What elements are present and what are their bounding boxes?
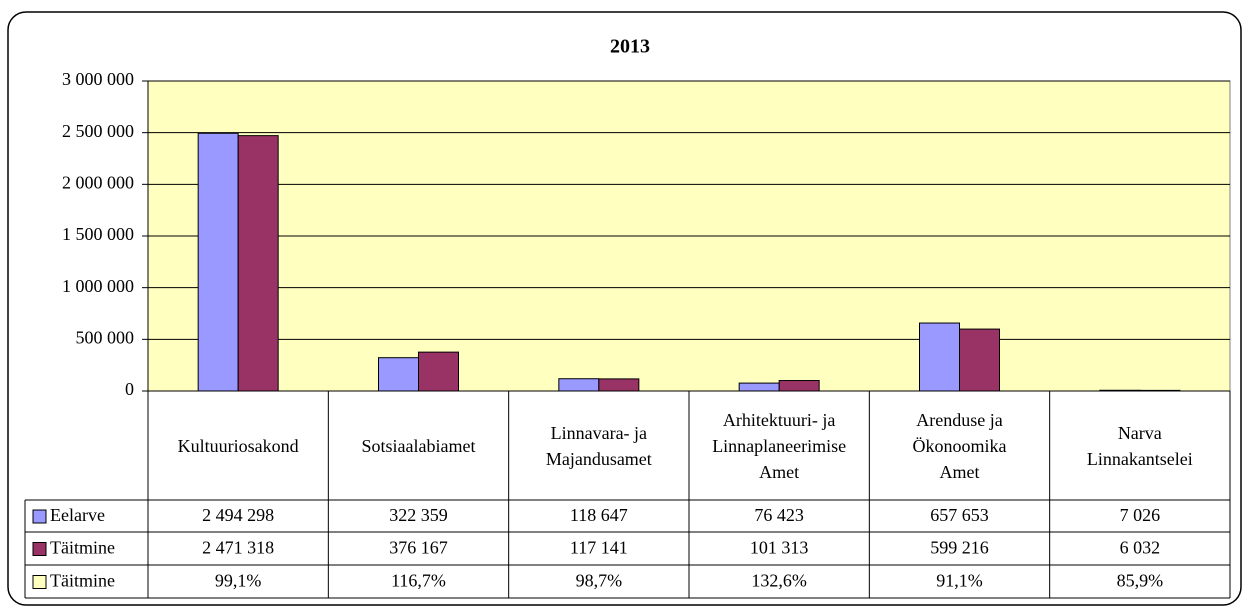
y-tick-label: 2 500 000: [62, 121, 134, 141]
legend-label: Eelarve: [50, 505, 105, 525]
table-value: 91,1%: [936, 571, 983, 591]
bar: [197, 132, 239, 392]
legend-label: Täitmine: [50, 538, 115, 558]
table-value: 7 026: [1120, 505, 1161, 525]
bar: [778, 380, 820, 392]
y-tick-label: 3 000 000: [62, 69, 134, 89]
table-value: 76 423: [754, 505, 804, 525]
bar: [378, 357, 419, 392]
table-value: 98,7%: [576, 571, 623, 591]
category-label: Sotsiaalabiamet: [361, 435, 476, 456]
table-value: 101 313: [750, 538, 809, 558]
bar: [919, 322, 960, 392]
bar: [418, 351, 459, 392]
category-label: Linnavara- ja Majandusamet: [545, 422, 652, 469]
bar: [738, 382, 780, 392]
table-value: 6 032: [1120, 538, 1161, 558]
legend-label: Täitmine: [50, 571, 115, 591]
table-value: 322 359: [389, 505, 448, 525]
legend-key: [32, 542, 47, 556]
table-value: 657 653: [930, 505, 989, 525]
table-value: 117 141: [570, 538, 628, 558]
table-value: 85,9%: [1117, 571, 1164, 591]
category-label: Narva Linnakantselei: [1086, 422, 1193, 469]
legend-key: [32, 509, 47, 524]
legend-key: [32, 575, 47, 589]
category-label: Arhitektuuri- ja Linnaplaneerimise Amet: [712, 409, 847, 482]
bar: [237, 135, 279, 392]
table-value: 99,1%: [215, 571, 262, 591]
category-label: Kultuuriosakond: [177, 435, 299, 456]
category-label: Arenduse ja Ökonoomika Amet: [912, 409, 1007, 482]
table-value: 132,6%: [751, 571, 807, 591]
table-value: 118 647: [570, 505, 628, 525]
table-value: 2 471 318: [202, 538, 274, 558]
table-value: 116,7%: [391, 571, 446, 591]
y-tick-label: 1 000 000: [62, 276, 134, 296]
table-value: 376 167: [389, 538, 448, 558]
table-value: 599 216: [930, 538, 989, 558]
bar: [558, 378, 600, 392]
y-tick-label: 0: [125, 379, 134, 399]
bar: [959, 328, 1000, 392]
y-tick-label: 500 000: [76, 327, 135, 347]
table-value: 2 494 298: [202, 505, 274, 525]
bar: [1139, 389, 1181, 392]
bar: [598, 378, 640, 392]
chart-title: 2013: [610, 36, 650, 58]
y-tick-label: 2 000 000: [62, 172, 134, 192]
y-tick-label: 1 500 000: [62, 224, 134, 244]
